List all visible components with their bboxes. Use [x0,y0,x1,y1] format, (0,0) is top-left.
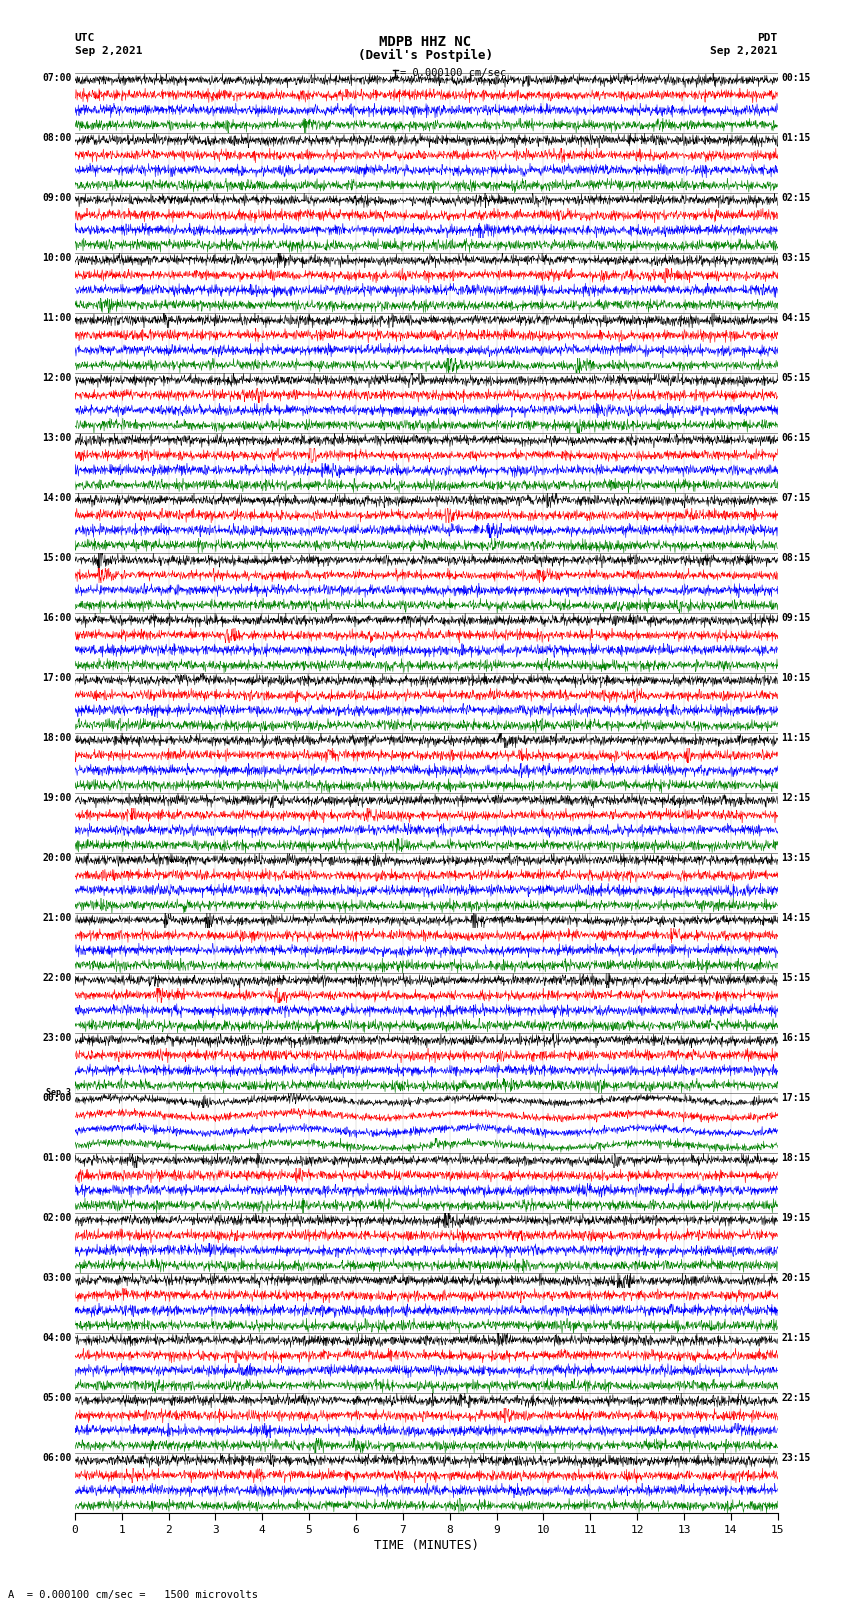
Text: 09:00: 09:00 [42,192,71,203]
Text: 11:00: 11:00 [42,313,71,323]
Text: 13:00: 13:00 [42,432,71,442]
Text: 15:00: 15:00 [42,553,71,563]
Text: 21:15: 21:15 [781,1332,811,1344]
Text: 10:00: 10:00 [42,253,71,263]
Text: 07:00: 07:00 [42,73,71,82]
Text: 06:00: 06:00 [42,1453,71,1463]
X-axis label: TIME (MINUTES): TIME (MINUTES) [374,1539,479,1552]
Text: 04:00: 04:00 [42,1332,71,1344]
Text: MDPB HHZ NC: MDPB HHZ NC [379,35,471,50]
Text: 07:15: 07:15 [781,492,811,503]
Text: 22:00: 22:00 [42,973,71,982]
Text: UTC: UTC [75,32,95,44]
Text: 05:00: 05:00 [42,1394,71,1403]
Text: 08:00: 08:00 [42,132,71,142]
Text: 00:15: 00:15 [781,73,811,82]
Text: 09:15: 09:15 [781,613,811,623]
Text: 17:15: 17:15 [781,1094,811,1103]
Text: 08:15: 08:15 [781,553,811,563]
Text: 03:15: 03:15 [781,253,811,263]
Text: 12:00: 12:00 [42,373,71,382]
Text: 20:15: 20:15 [781,1273,811,1282]
Text: 01:15: 01:15 [781,132,811,142]
Text: 14:15: 14:15 [781,913,811,923]
Text: 19:15: 19:15 [781,1213,811,1223]
Text: 16:15: 16:15 [781,1032,811,1044]
Text: 20:00: 20:00 [42,853,71,863]
Text: 23:15: 23:15 [781,1453,811,1463]
Text: 14:00: 14:00 [42,492,71,503]
Text: 06:15: 06:15 [781,432,811,442]
Text: 15:15: 15:15 [781,973,811,982]
Text: (Devil's Postpile): (Devil's Postpile) [358,48,492,63]
Text: Sep 2,2021: Sep 2,2021 [711,47,778,56]
Text: 22:15: 22:15 [781,1394,811,1403]
Text: Sep 3: Sep 3 [47,1089,71,1097]
Text: PDT: PDT [757,32,778,44]
Text: 01:00: 01:00 [42,1153,71,1163]
Text: 12:15: 12:15 [781,794,811,803]
Text: 19:00: 19:00 [42,794,71,803]
Text: 02:15: 02:15 [781,192,811,203]
Text: 10:15: 10:15 [781,673,811,682]
Text: = 0.000100 cm/sec: = 0.000100 cm/sec [400,68,506,79]
Text: 03:00: 03:00 [42,1273,71,1282]
Text: 18:15: 18:15 [781,1153,811,1163]
Text: 02:00: 02:00 [42,1213,71,1223]
Text: A  = 0.000100 cm/sec =   1500 microvolts: A = 0.000100 cm/sec = 1500 microvolts [8,1590,258,1600]
Text: 13:15: 13:15 [781,853,811,863]
Text: 17:00: 17:00 [42,673,71,682]
Text: 16:00: 16:00 [42,613,71,623]
Text: 05:15: 05:15 [781,373,811,382]
Text: 21:00: 21:00 [42,913,71,923]
Text: Sep 2,2021: Sep 2,2021 [75,47,142,56]
Text: 11:15: 11:15 [781,732,811,742]
Text: 23:00: 23:00 [42,1032,71,1044]
Text: 18:00: 18:00 [42,732,71,742]
Text: 04:15: 04:15 [781,313,811,323]
Text: 00:00: 00:00 [42,1094,71,1103]
